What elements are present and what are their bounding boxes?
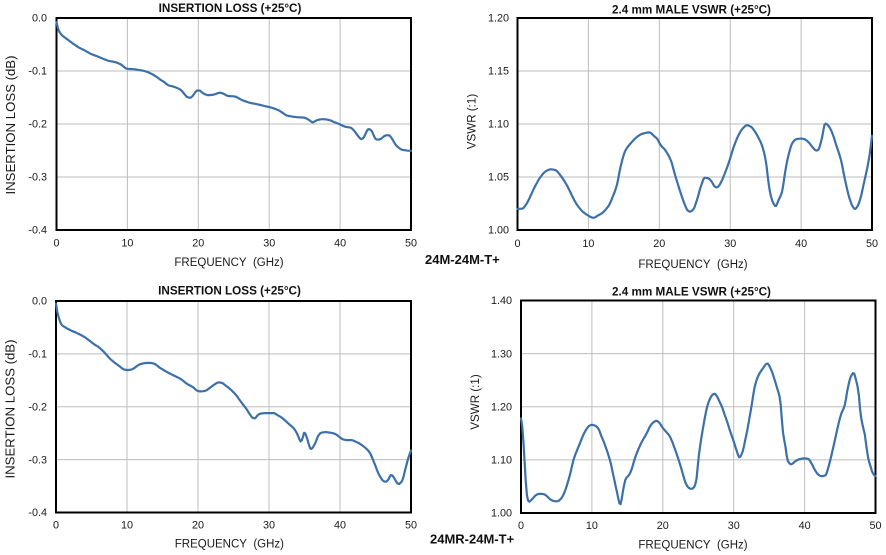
- svg-text:INSERTION LOSS (dB): INSERTION LOSS (dB): [3, 56, 18, 195]
- svg-text:0.0: 0.0: [32, 13, 47, 25]
- svg-text:50: 50: [405, 238, 417, 250]
- svg-text:0: 0: [518, 520, 524, 532]
- svg-text:10: 10: [586, 520, 598, 532]
- svg-text:-0.3: -0.3: [28, 172, 47, 184]
- svg-text:1.00: 1.00: [491, 508, 512, 520]
- svg-text:FREQUENCY (GHz): FREQUENCY (GHz): [175, 539, 284, 551]
- svg-text:INSERTION LOSS (+25°C): INSERTION LOSS (+25°C): [158, 285, 301, 298]
- svg-text:40: 40: [795, 238, 807, 250]
- svg-text:1.10: 1.10: [491, 455, 512, 467]
- svg-text:40: 40: [334, 238, 346, 250]
- svg-text:30: 30: [263, 238, 275, 250]
- svg-text:-0.4: -0.4: [28, 225, 47, 237]
- svg-text:2.4 mm MALE VSWR (+25°C): 2.4 mm MALE VSWR (+25°C): [612, 286, 771, 299]
- svg-text:-0.2: -0.2: [28, 119, 47, 131]
- svg-text:1.20: 1.20: [491, 401, 512, 413]
- svg-text:24M-24M-T+: 24M-24M-T+: [425, 252, 500, 267]
- svg-text:-0.1: -0.1: [28, 66, 47, 78]
- svg-text:1.30: 1.30: [491, 348, 512, 360]
- svg-text:1.40: 1.40: [491, 295, 512, 307]
- svg-text:INSERTION LOSS (dB): INSERTION LOSS (dB): [3, 340, 18, 479]
- svg-text:FREQUENCY (GHz): FREQUENCY (GHz): [638, 259, 747, 271]
- svg-text:VSWR (:1): VSWR (:1): [466, 94, 479, 150]
- svg-text:50: 50: [869, 520, 881, 532]
- svg-text:20: 20: [192, 238, 204, 250]
- svg-text:30: 30: [263, 520, 275, 532]
- svg-text:30: 30: [724, 238, 736, 250]
- svg-text:10: 10: [121, 520, 133, 532]
- svg-text:50: 50: [405, 520, 417, 532]
- svg-text:-0.4: -0.4: [28, 507, 47, 519]
- svg-text:-0.2: -0.2: [28, 401, 47, 413]
- svg-text:VSWR (:1): VSWR (:1): [469, 374, 482, 430]
- svg-text:20: 20: [192, 520, 204, 532]
- svg-text:24MR-24M-T+: 24MR-24M-T+: [430, 532, 515, 547]
- svg-text:0: 0: [53, 520, 59, 532]
- svg-text:1.10: 1.10: [488, 119, 509, 131]
- svg-text:50: 50: [866, 238, 878, 250]
- svg-text:INSERTION LOSS (+25°C): INSERTION LOSS (+25°C): [159, 2, 302, 15]
- svg-text:1.00: 1.00: [488, 225, 509, 237]
- svg-text:FREQUENCY (GHz): FREQUENCY (GHz): [638, 540, 747, 552]
- svg-text:40: 40: [334, 520, 346, 532]
- svg-text:1.15: 1.15: [488, 66, 509, 78]
- svg-text:30: 30: [728, 520, 740, 532]
- svg-text:0.0: 0.0: [32, 296, 47, 308]
- svg-text:10: 10: [582, 238, 594, 250]
- svg-text:-0.1: -0.1: [28, 349, 47, 361]
- svg-text:-0.3: -0.3: [28, 454, 47, 466]
- svg-text:FREQUENCY (GHz): FREQUENCY (GHz): [174, 257, 283, 269]
- svg-text:10: 10: [121, 238, 133, 250]
- svg-text:20: 20: [653, 238, 665, 250]
- svg-text:1.20: 1.20: [488, 13, 509, 25]
- svg-text:0: 0: [53, 238, 59, 250]
- svg-text:1.05: 1.05: [488, 172, 509, 184]
- svg-text:20: 20: [657, 520, 669, 532]
- svg-text:40: 40: [799, 520, 811, 532]
- svg-text:0: 0: [514, 238, 520, 250]
- svg-text:2.4 mm MALE VSWR (+25°C): 2.4 mm MALE VSWR (+25°C): [612, 4, 771, 17]
